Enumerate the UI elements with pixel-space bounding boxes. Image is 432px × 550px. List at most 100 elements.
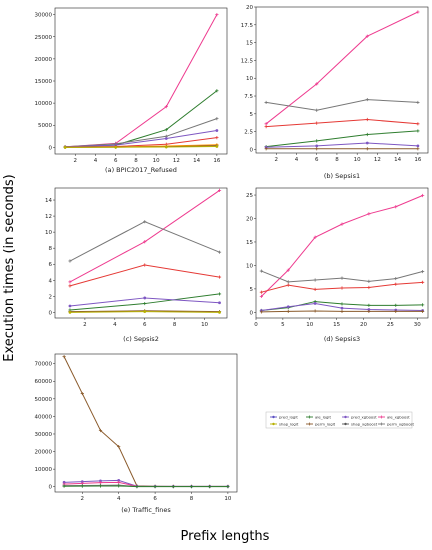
y-tick-label: 15 bbox=[246, 240, 253, 246]
data-point bbox=[189, 485, 194, 489]
data-point bbox=[286, 305, 290, 309]
data-point bbox=[215, 89, 219, 93]
y-tick-label: 40000 bbox=[35, 414, 53, 420]
data-point bbox=[365, 141, 369, 145]
x-tick-label: 20 bbox=[360, 322, 367, 328]
data-point bbox=[80, 391, 84, 396]
data-point bbox=[153, 485, 157, 489]
data-point bbox=[164, 128, 168, 132]
legend-entry: pred_logit bbox=[270, 414, 298, 419]
series-3 bbox=[259, 280, 425, 294]
data-point bbox=[143, 310, 147, 313]
y-tick-label: 50000 bbox=[35, 397, 53, 403]
series-line bbox=[266, 99, 418, 111]
data-point bbox=[365, 97, 369, 102]
chart-caption: (d) Sepsis3 bbox=[324, 335, 360, 343]
data-point bbox=[80, 480, 84, 484]
data-point bbox=[215, 145, 219, 148]
data-point bbox=[367, 308, 371, 311]
y-tick-label: 12 bbox=[45, 214, 52, 220]
series-line bbox=[265, 11, 419, 125]
data-point bbox=[63, 145, 67, 149]
y-tick-label: 30000 bbox=[35, 432, 53, 438]
data-point bbox=[394, 276, 398, 281]
data-point bbox=[117, 484, 121, 488]
data-point bbox=[340, 276, 344, 280]
plot-frame bbox=[54, 7, 228, 155]
y-tick-label: 15 bbox=[246, 41, 253, 47]
data-point bbox=[340, 309, 344, 314]
series-line bbox=[65, 130, 217, 148]
x-tick-label: 2 bbox=[83, 322, 87, 328]
data-point bbox=[80, 484, 84, 488]
data-point bbox=[217, 292, 222, 296]
legend-entry: ale_xgboost bbox=[378, 414, 410, 419]
chart-panel-3: 0 2 4 6 8 10 12 14 2 4 6 8 10 (c) Sepsis2 bbox=[45, 187, 228, 343]
data-point bbox=[421, 280, 425, 284]
data-point bbox=[218, 301, 221, 305]
series-line bbox=[266, 119, 418, 128]
data-point bbox=[218, 310, 221, 314]
y-tick-label: 10 bbox=[246, 76, 253, 82]
data-point bbox=[117, 478, 121, 482]
y-tick-label: 7.5 bbox=[244, 94, 253, 100]
y-tick-label: 17.5 bbox=[241, 23, 254, 29]
series-6 bbox=[259, 309, 425, 314]
legend-label: pred_logit bbox=[279, 414, 298, 419]
chart-caption: (c) Sepsis2 bbox=[123, 335, 159, 343]
data-point bbox=[313, 278, 317, 282]
y-tick-label: 2.5 bbox=[244, 130, 253, 136]
legend-marker bbox=[344, 415, 347, 419]
legend-label: shap_logit bbox=[279, 421, 299, 426]
y-tick-label: 4 bbox=[49, 278, 53, 284]
x-tick-label: 4 bbox=[113, 322, 117, 328]
data-point bbox=[259, 290, 263, 294]
plot-frame bbox=[255, 187, 429, 319]
data-point bbox=[315, 147, 319, 151]
data-point bbox=[421, 193, 425, 198]
data-point bbox=[98, 428, 103, 433]
chart-caption: (a) BPIC2017_Refused bbox=[105, 166, 177, 174]
data-point bbox=[286, 268, 290, 272]
plot-frame bbox=[54, 353, 238, 493]
y-tick-label: 6 bbox=[49, 262, 53, 268]
data-point bbox=[215, 129, 219, 132]
legend-entry: perm_xgboost bbox=[378, 421, 415, 426]
x-tick-label: 8 bbox=[190, 496, 194, 502]
plot-frame bbox=[255, 6, 429, 154]
series-1 bbox=[264, 10, 420, 126]
series-1 bbox=[68, 188, 222, 284]
y-tick-label: 0 bbox=[49, 485, 53, 491]
x-tick-label: 5 bbox=[281, 322, 285, 328]
data-point bbox=[286, 280, 290, 284]
data-point bbox=[315, 121, 319, 125]
series-7 bbox=[68, 310, 221, 314]
y-tick-label: 0 bbox=[250, 147, 254, 153]
data-point bbox=[264, 147, 268, 151]
data-point bbox=[208, 485, 212, 489]
x-tick-label: 4 bbox=[117, 496, 121, 502]
data-point bbox=[215, 136, 219, 140]
data-point bbox=[365, 132, 369, 137]
data-point bbox=[340, 306, 344, 310]
data-point bbox=[421, 303, 425, 307]
data-point bbox=[365, 117, 369, 122]
x-tick-label: 8 bbox=[173, 322, 177, 328]
figure-xlabel: Prefix lengths bbox=[181, 529, 270, 544]
data-point bbox=[416, 122, 420, 126]
x-tick-label: 4 bbox=[295, 157, 299, 163]
data-point bbox=[259, 294, 263, 299]
y-tick-label: 0 bbox=[49, 310, 53, 316]
data-point bbox=[143, 301, 147, 306]
data-point bbox=[421, 309, 425, 314]
data-point bbox=[394, 205, 398, 209]
y-tick-label: 25 bbox=[246, 193, 253, 199]
x-tick-label: 6 bbox=[143, 322, 147, 328]
x-tick-label: 2 bbox=[73, 158, 77, 164]
data-point bbox=[215, 13, 219, 17]
x-tick-label: 0 bbox=[254, 322, 258, 328]
y-tick-label: 20 bbox=[246, 217, 253, 223]
chart-panel-5: 0 10000 20000 30000 40000 50000 60000 70000 2 4 6 8… bbox=[35, 353, 238, 514]
x-tick-label: 10 bbox=[306, 322, 313, 328]
